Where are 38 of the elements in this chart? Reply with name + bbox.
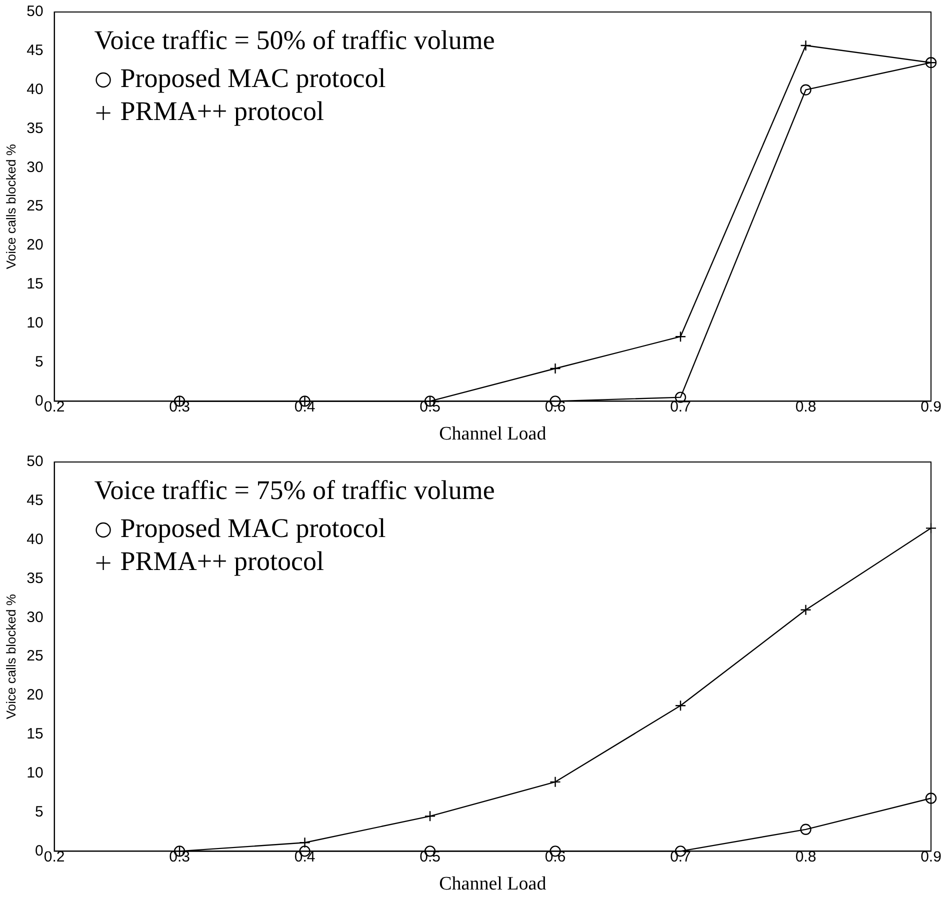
legend-label: PRMA++ protocol xyxy=(120,96,324,126)
x-tick-label: 0.9 xyxy=(920,848,942,866)
y-tick-label: 10 xyxy=(26,314,44,332)
x-axis-title: Channel Load xyxy=(439,424,547,445)
y-tick-label: 5 xyxy=(34,353,44,370)
y-axis-title: Voice calls blocked % xyxy=(3,144,18,270)
y-tick-label: 45 xyxy=(26,42,44,60)
legend-label: PRMA++ protocol xyxy=(120,546,324,576)
x-tick-label: 0.9 xyxy=(920,398,942,416)
y-tick-label: 40 xyxy=(26,80,44,98)
y-tick-label: 0 xyxy=(34,842,44,860)
y-tick-label: 30 xyxy=(26,158,44,176)
y-tick-label: 20 xyxy=(26,236,44,254)
y-tick-label: 5 xyxy=(34,803,44,820)
x-tick-label: 0.2 xyxy=(44,848,65,866)
x-tick-label: 0.8 xyxy=(795,848,816,866)
y-tick-label: 35 xyxy=(26,120,44,137)
y-tick-label: 50 xyxy=(26,3,44,20)
y-tick-label: 20 xyxy=(26,686,44,704)
legend-label: Proposed MAC protocol xyxy=(120,63,386,94)
y-tick-label: 0 xyxy=(34,392,44,410)
y-tick-label: 25 xyxy=(26,648,44,665)
y-tick-label: 15 xyxy=(26,276,44,293)
x-axis-title: Channel Load xyxy=(439,874,547,895)
y-tick-label: 35 xyxy=(26,570,44,587)
y-tick-label: 50 xyxy=(26,453,44,470)
legend-title: Voice traffic = 50% of traffic volume xyxy=(94,25,495,56)
y-axis-title: Voice calls blocked % xyxy=(3,594,18,720)
x-tick-label: 0.8 xyxy=(795,398,816,416)
legend-title: Voice traffic = 75% of traffic volume xyxy=(94,475,495,506)
x-tick-label: 0.2 xyxy=(44,398,65,416)
legend-label: Proposed MAC protocol xyxy=(120,513,386,544)
y-tick-label: 30 xyxy=(26,608,44,626)
y-tick-label: 15 xyxy=(26,726,44,743)
y-tick-label: 40 xyxy=(26,530,44,548)
y-tick-label: 45 xyxy=(26,492,44,510)
y-tick-label: 10 xyxy=(26,764,44,782)
y-tick-label: 25 xyxy=(26,198,44,215)
